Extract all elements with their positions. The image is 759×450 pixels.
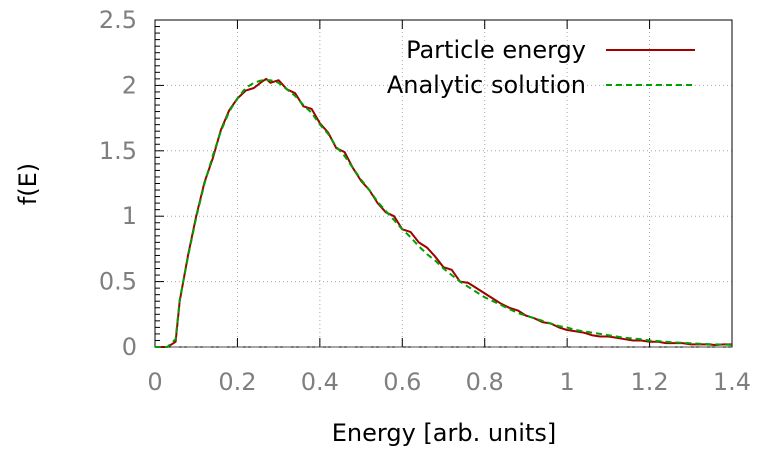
- series-line-analytic-solution: [155, 79, 733, 348]
- x-tick-labels: 0 0.2 0.4 0.6 0.8 1 1.2 1.4: [147, 368, 751, 396]
- x-axis-title: Energy [arb. units]: [332, 419, 556, 447]
- y-tick-label: 1: [122, 202, 137, 230]
- minor-ticks: [154, 19, 733, 348]
- x-tick-label: 0.4: [301, 368, 339, 396]
- y-axis-title: f(E): [14, 163, 42, 205]
- x-tick-label: 0.8: [466, 368, 504, 396]
- x-tick-label: 1: [560, 368, 575, 396]
- y-tick-label: 2: [122, 71, 137, 99]
- x-tick-label: 1.2: [630, 368, 668, 396]
- x-tick-label: 1.4: [713, 368, 751, 396]
- series-line-particle-energy: [155, 77, 732, 348]
- legend: Particle energy Analytic solution: [387, 36, 695, 99]
- series-layer: [155, 77, 733, 348]
- x-tick-label: 0: [147, 368, 162, 396]
- y-tick-labels: 0 0.5 1 1.5 2 2.5: [99, 6, 137, 361]
- y-tick-label: 0: [122, 333, 137, 361]
- y-tick-label: 1.5: [99, 137, 137, 165]
- plot-frame: [154, 19, 733, 348]
- y-tick-label: 0.5: [99, 268, 137, 296]
- legend-label-analytic-solution: Analytic solution: [387, 71, 586, 99]
- x-tick-label: 0.6: [383, 368, 421, 396]
- y-tick-label: 2.5: [99, 6, 137, 34]
- legend-label-particle-energy: Particle energy: [406, 36, 586, 64]
- x-tick-label: 0.2: [218, 368, 256, 396]
- grid: [155, 20, 732, 347]
